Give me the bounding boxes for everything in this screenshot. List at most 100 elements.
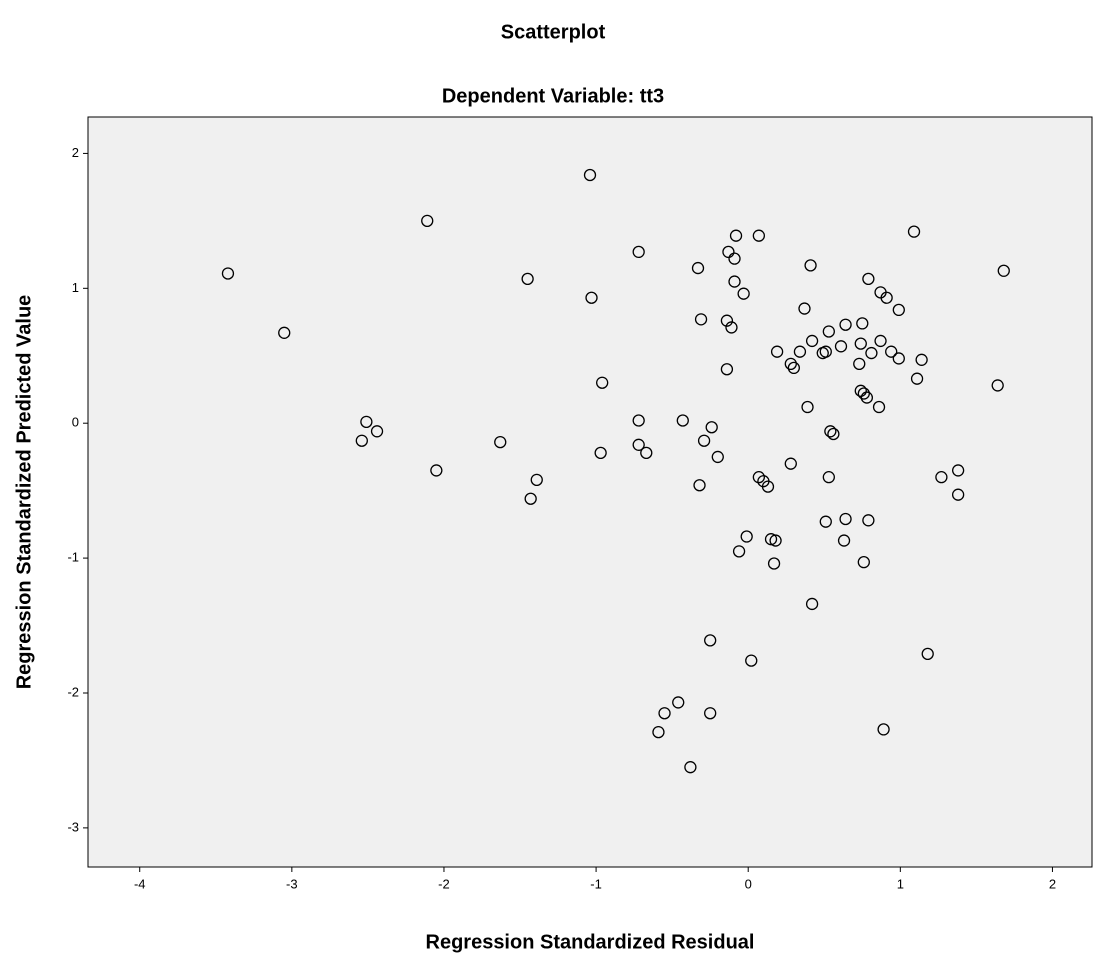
point <box>728 275 741 288</box>
point <box>854 384 867 397</box>
point <box>752 471 766 484</box>
point <box>652 725 665 739</box>
point <box>915 353 928 366</box>
point <box>860 391 874 404</box>
y-tick-label: -2 <box>67 684 79 699</box>
point <box>784 357 797 371</box>
point <box>278 326 291 339</box>
chart-subtitle: Dependent Variable: tt3 <box>442 85 664 107</box>
point <box>583 168 597 182</box>
point <box>693 479 706 492</box>
point <box>892 352 905 365</box>
x-tick-label: 0 <box>745 876 752 891</box>
point <box>819 515 832 528</box>
point <box>874 334 887 348</box>
point <box>834 340 848 353</box>
point <box>769 534 782 547</box>
point <box>632 438 645 451</box>
point <box>764 533 778 546</box>
point <box>421 214 434 228</box>
point <box>632 245 645 259</box>
point <box>704 707 717 720</box>
point <box>691 261 705 275</box>
point <box>857 387 870 400</box>
point <box>430 464 443 477</box>
point <box>872 400 886 414</box>
x-tick-label: 2 <box>1049 876 1056 891</box>
point <box>770 345 784 358</box>
point <box>221 267 235 280</box>
x-axis-title: Regression Standardized Residual <box>426 931 755 953</box>
point <box>722 245 735 259</box>
point <box>787 361 800 375</box>
point <box>711 450 724 464</box>
point <box>697 434 711 447</box>
point <box>839 512 852 526</box>
point <box>885 345 898 358</box>
y-tick-label: 2 <box>72 145 79 160</box>
point <box>854 337 867 350</box>
point <box>521 272 534 286</box>
point <box>837 534 851 547</box>
x-tick-label: 1 <box>897 876 904 891</box>
point <box>494 435 507 449</box>
point <box>865 346 878 360</box>
point <box>720 314 734 327</box>
point <box>729 229 743 242</box>
point <box>632 414 645 427</box>
x-tick-label: -4 <box>134 876 146 891</box>
point <box>991 379 1004 392</box>
point <box>907 225 921 238</box>
y-tick-label: -1 <box>67 550 79 565</box>
x-tick-label: -1 <box>590 876 602 891</box>
point <box>370 425 384 438</box>
point <box>720 363 734 376</box>
point <box>857 555 870 569</box>
point <box>805 597 819 611</box>
point <box>705 421 718 434</box>
point <box>862 272 875 286</box>
point <box>640 446 653 460</box>
point <box>745 654 758 667</box>
point <box>658 707 671 720</box>
point <box>596 376 609 389</box>
point <box>732 545 746 558</box>
point <box>360 415 373 429</box>
x-tick-label: -2 <box>438 876 450 891</box>
point <box>728 252 741 265</box>
x-tick-label: -3 <box>286 876 298 891</box>
point <box>793 345 807 358</box>
point <box>585 291 598 304</box>
chart-title: Scatterplot <box>501 21 606 43</box>
point <box>951 464 965 477</box>
point <box>856 317 869 330</box>
y-tick-label: 1 <box>72 280 79 295</box>
point <box>784 457 797 470</box>
point <box>822 325 835 338</box>
point <box>935 471 948 484</box>
point <box>862 514 875 527</box>
point <box>801 400 814 414</box>
point <box>819 345 832 358</box>
point <box>892 303 905 317</box>
y-tick-label: 0 <box>72 415 79 430</box>
point <box>594 446 607 460</box>
point <box>752 229 766 242</box>
point <box>737 287 750 300</box>
y-axis-title: Regression Standardized Predicted Value <box>13 295 35 690</box>
point <box>725 321 738 334</box>
point <box>805 334 819 348</box>
point <box>877 723 890 736</box>
point <box>694 313 708 326</box>
point <box>524 492 537 505</box>
point <box>880 291 893 304</box>
point <box>951 488 965 501</box>
point <box>740 530 753 543</box>
point <box>824 425 837 438</box>
point <box>530 473 543 487</box>
point <box>761 480 775 493</box>
point <box>853 357 866 371</box>
point <box>921 647 934 661</box>
